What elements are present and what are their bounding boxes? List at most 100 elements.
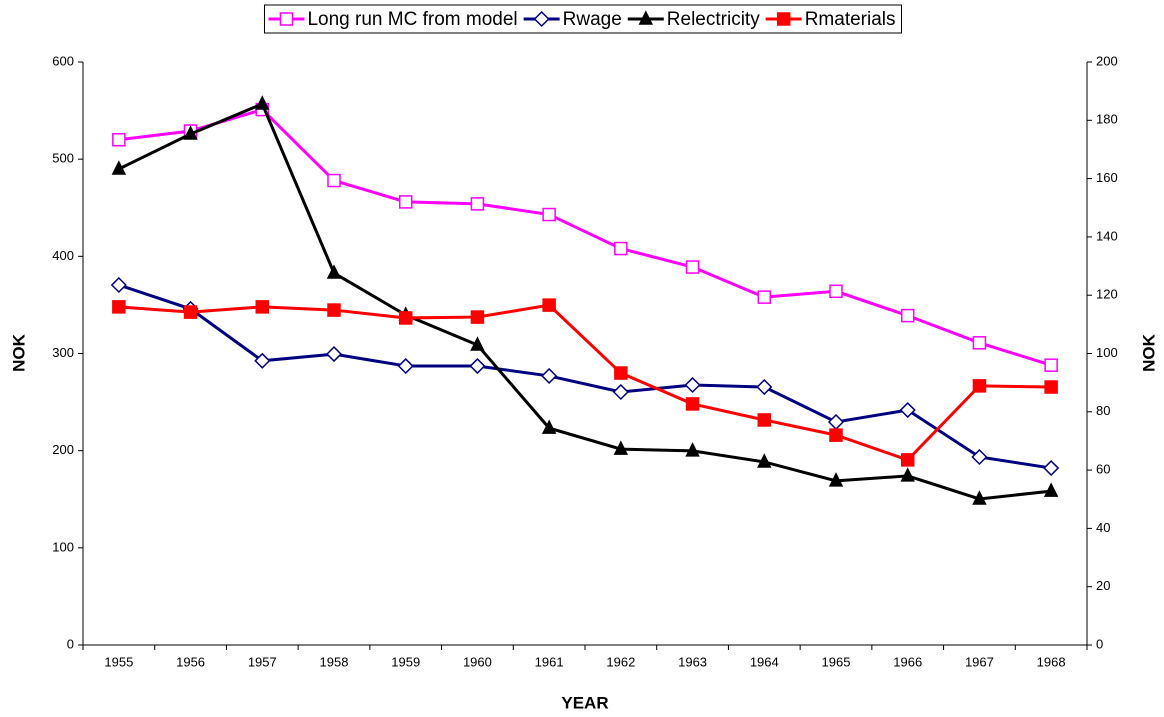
- marker: [685, 397, 700, 411]
- legend-label: Relectricity: [667, 9, 760, 30]
- marker: [614, 366, 628, 380]
- marker: [900, 453, 915, 467]
- y2-tick-label: 120: [1096, 287, 1118, 302]
- marker: [757, 290, 772, 304]
- y-axis-title: NOK: [9, 333, 28, 372]
- marker: [614, 241, 628, 256]
- y2-tick-label: 80: [1096, 403, 1110, 418]
- legend-label: Rwage: [563, 9, 622, 30]
- legend: Long run MC from model Rwage Relectricity R…: [263, 4, 903, 34]
- marker: [829, 428, 843, 442]
- legend-label: Rmaterials: [805, 9, 896, 30]
- marker: [776, 12, 791, 26]
- marker: [541, 367, 558, 385]
- y2-tick-label: 180: [1096, 112, 1118, 127]
- marker: [183, 305, 198, 319]
- marker: [1044, 358, 1058, 372]
- x-tick-label: 1955: [104, 654, 133, 669]
- marker: [684, 376, 701, 394]
- marker: [470, 310, 485, 324]
- y-tick-label: 100: [52, 539, 74, 554]
- y-tick-label: 200: [52, 442, 74, 457]
- y-tick-label: 0: [67, 636, 74, 651]
- x-tick-label: 1967: [965, 654, 994, 669]
- marker: [470, 336, 485, 351]
- y2-tick-label: 200: [1096, 53, 1118, 68]
- y2-tick-label: 140: [1096, 228, 1118, 243]
- marker: [1043, 482, 1059, 497]
- marker: [326, 264, 342, 279]
- marker: [685, 260, 700, 274]
- marker: [112, 300, 126, 314]
- x-tick-label: 1957: [248, 654, 277, 669]
- marker: [972, 336, 987, 350]
- x-tick-label: 1963: [678, 654, 707, 669]
- marker: [757, 413, 772, 427]
- marker: [899, 401, 916, 419]
- marker: [757, 453, 772, 468]
- y-tick-label: 500: [52, 151, 74, 166]
- marker: [829, 284, 843, 299]
- x-tick-label: 1959: [391, 654, 420, 669]
- marker: [972, 379, 987, 393]
- marker: [542, 298, 556, 312]
- marker: [398, 195, 413, 209]
- marker: [542, 207, 556, 222]
- y2-tick-label: 160: [1096, 170, 1118, 185]
- x-tick-label: 1966: [893, 654, 922, 669]
- x-tick-label: 1962: [606, 654, 635, 669]
- y2-tick-label: 20: [1096, 578, 1110, 593]
- marker: [110, 276, 127, 294]
- x-axis-title: YEAR: [561, 693, 608, 712]
- marker: [612, 383, 629, 401]
- x-tick-label: 1961: [535, 654, 564, 669]
- marker: [327, 173, 341, 188]
- y2-axis-title: NOK: [1139, 333, 1158, 372]
- y-tick-label: 400: [52, 248, 74, 263]
- marker: [279, 12, 294, 26]
- marker: [398, 311, 413, 325]
- marker: [900, 467, 915, 482]
- marker: [469, 357, 486, 375]
- x-tick-label: 1968: [1037, 654, 1066, 669]
- marker: [827, 413, 845, 431]
- marker: [254, 352, 271, 369]
- legend-label: Long run MC from model: [307, 9, 517, 30]
- series-line: [118, 107, 1052, 367]
- x-tick-label: 1956: [176, 654, 205, 669]
- marker: [638, 10, 654, 25]
- marker: [900, 308, 915, 323]
- x-tick-label: 1960: [463, 654, 492, 669]
- marker: [397, 357, 414, 375]
- marker: [533, 10, 550, 28]
- series-line: [118, 102, 1052, 501]
- marker: [541, 419, 557, 434]
- y-tick-label: 600: [52, 53, 74, 68]
- marker: [971, 448, 988, 466]
- marker: [685, 442, 700, 457]
- marker: [756, 378, 773, 396]
- marker: [470, 197, 485, 211]
- y2-tick-label: 40: [1096, 520, 1110, 535]
- y2-tick-label: 60: [1096, 462, 1110, 477]
- marker: [183, 125, 198, 140]
- x-tick-label: 1964: [750, 654, 779, 669]
- marker: [327, 303, 341, 317]
- marker: [828, 472, 844, 487]
- y2-tick-label: 0: [1096, 636, 1103, 651]
- series-line: [118, 283, 1052, 470]
- marker: [255, 95, 270, 110]
- series-line: [118, 303, 1052, 462]
- y-tick-label: 300: [52, 345, 74, 360]
- marker: [1043, 459, 1060, 477]
- marker: [613, 440, 629, 455]
- marker: [1044, 380, 1058, 394]
- marker: [112, 132, 126, 147]
- marker: [111, 160, 127, 175]
- marker: [255, 300, 270, 314]
- y2-tick-label: 100: [1096, 345, 1118, 360]
- marker: [325, 346, 343, 363]
- x-tick-label: 1965: [822, 654, 851, 669]
